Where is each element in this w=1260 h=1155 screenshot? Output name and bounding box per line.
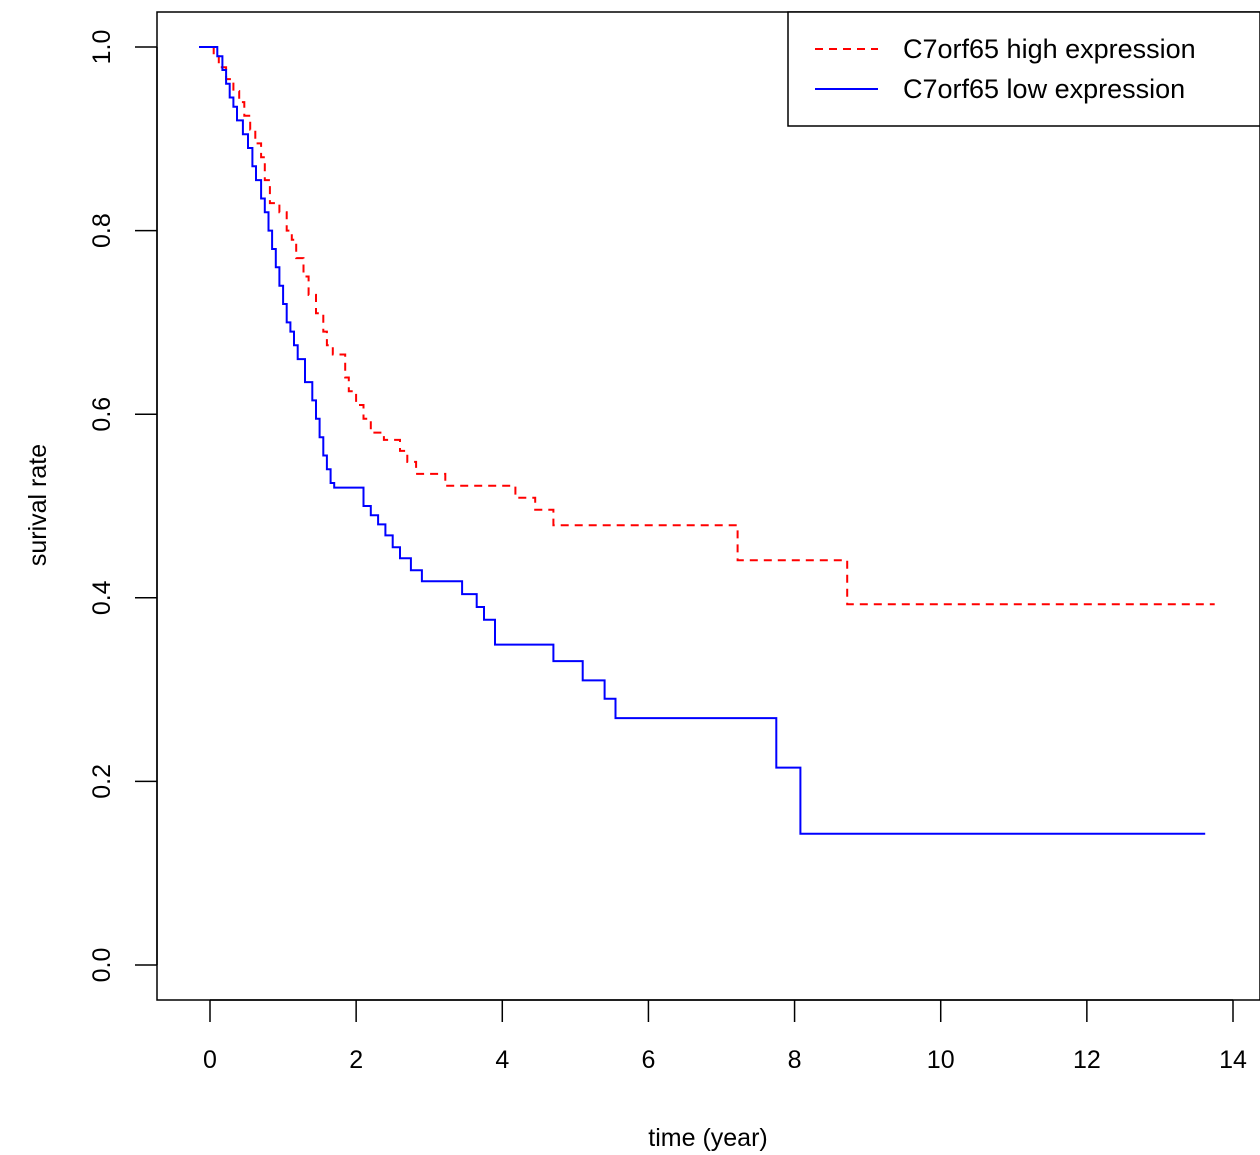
y-tick-label: 1.0 — [88, 30, 116, 65]
series-line-high-expression — [199, 46, 1215, 606]
legend-label: C7orf65 high expression — [903, 34, 1196, 64]
y-tick-label: 0.2 — [88, 764, 116, 799]
y-tick-label: 0.4 — [88, 580, 116, 615]
y-axis-title: surival rate — [24, 444, 52, 566]
x-tick-label: 4 — [495, 1046, 509, 1074]
x-tick-label: 6 — [641, 1046, 655, 1074]
y-tick-label: 0.8 — [88, 213, 116, 248]
x-tick-label: 2 — [349, 1046, 363, 1074]
y-tick-label: 0.6 — [88, 397, 116, 432]
series-line-low-expression — [199, 46, 1206, 835]
legend-box — [787, 11, 1260, 127]
x-axis-title: time (year) — [648, 1124, 767, 1152]
legend-label: C7orf65 low expression — [903, 74, 1185, 104]
x-tick-label: 10 — [927, 1046, 955, 1074]
x-tick-label: 12 — [1073, 1046, 1101, 1074]
y-tick-label: 0.0 — [88, 948, 116, 983]
plot-frame — [156, 11, 1260, 1001]
x-tick-label: 0 — [203, 1046, 217, 1074]
x-tick-label: 8 — [788, 1046, 802, 1074]
x-tick-label: 14 — [1219, 1046, 1247, 1074]
